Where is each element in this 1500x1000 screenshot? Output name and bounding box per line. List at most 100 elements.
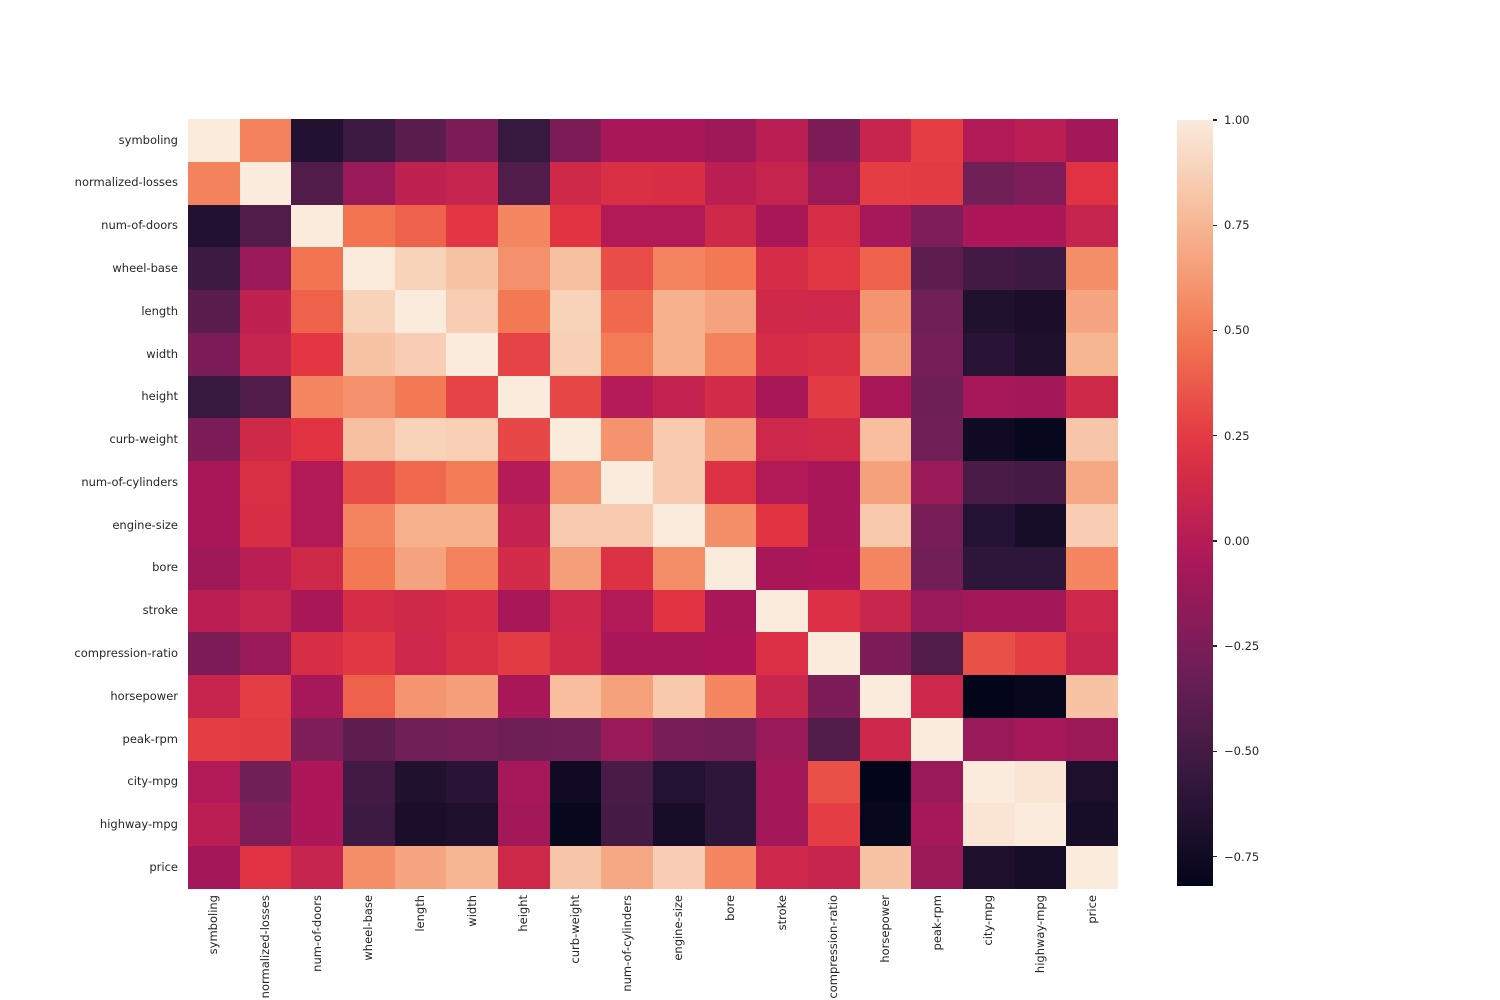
heatmap-cell-symboling-normalized-losses bbox=[239, 119, 292, 162]
y-tick-label-peak-rpm: peak-rpm bbox=[122, 731, 178, 746]
heatmap-cell-stroke-stroke bbox=[756, 589, 808, 633]
heatmap-cell-compression-ratio-curb-weight bbox=[549, 632, 602, 676]
heatmap-cell-stroke-curb-weight bbox=[549, 589, 602, 633]
heatmap-cell-num-of-doors-num-of-doors bbox=[291, 204, 343, 248]
heatmap-cell-width-compression-ratio bbox=[808, 332, 860, 376]
heatmap-cell-horsepower-horsepower bbox=[859, 675, 912, 718]
heatmap-cell-bore-symboling bbox=[188, 546, 240, 590]
heatmap-cell-stroke-width bbox=[446, 589, 498, 633]
colorbar-tick-mark bbox=[1213, 119, 1217, 121]
heatmap-cell-height-wheel-base bbox=[343, 375, 395, 419]
heatmap-cell-highway-mpg-num-of-doors bbox=[291, 803, 343, 847]
y-tick-label-bore: bore bbox=[152, 560, 178, 575]
heatmap-cell-peak-rpm-height bbox=[498, 717, 550, 761]
heatmap-cell-length-symboling bbox=[188, 290, 240, 333]
heatmap-cell-peak-rpm-curb-weight bbox=[549, 717, 602, 761]
heatmap-cell-stroke-price bbox=[1066, 589, 1118, 633]
y-tick-label-symboling: symboling bbox=[118, 132, 178, 147]
heatmap-cell-length-wheel-base bbox=[343, 290, 395, 333]
heatmap-cell-engine-size-price bbox=[1066, 504, 1118, 547]
heatmap-cell-wheel-base-price bbox=[1066, 247, 1118, 291]
heatmap-cell-engine-size-width bbox=[446, 504, 498, 547]
heatmap-cell-compression-ratio-highway-mpg bbox=[1014, 632, 1067, 676]
heatmap-cell-wheel-base-height bbox=[498, 247, 550, 291]
heatmap-cell-price-peak-rpm bbox=[911, 846, 963, 889]
heatmap-cell-engine-size-stroke bbox=[756, 504, 808, 547]
heatmap-cell-wheel-base-symboling bbox=[188, 247, 240, 291]
heatmap-cell-num-of-cylinders-num-of-cylinders bbox=[601, 461, 653, 504]
heatmap-cell-horsepower-length bbox=[394, 675, 447, 718]
y-tick-label-compression-ratio: compression-ratio bbox=[74, 646, 178, 661]
heatmap-cell-num-of-cylinders-width bbox=[446, 461, 498, 504]
heatmap-cell-stroke-symboling bbox=[188, 589, 240, 633]
heatmap-cell-city-mpg-city-mpg bbox=[963, 760, 1015, 804]
heatmap-cell-length-bore bbox=[704, 290, 757, 333]
heatmap-cell-length-price bbox=[1066, 290, 1118, 333]
heatmap-cell-num-of-doors-peak-rpm bbox=[911, 204, 963, 248]
heatmap-cell-symboling-num-of-cylinders bbox=[601, 119, 653, 162]
heatmap-cell-engine-size-city-mpg bbox=[963, 504, 1015, 547]
heatmap-cell-peak-rpm-compression-ratio bbox=[808, 717, 860, 761]
heatmap-cell-width-horsepower bbox=[859, 332, 912, 376]
heatmap-cell-length-curb-weight bbox=[549, 290, 602, 333]
heatmap-cell-length-engine-size bbox=[653, 290, 705, 333]
heatmap-cell-wheel-base-city-mpg bbox=[963, 247, 1015, 291]
y-tick-label-price: price bbox=[149, 859, 178, 874]
heatmap-cell-compression-ratio-normalized-losses bbox=[239, 632, 292, 676]
heatmap-cell-price-price bbox=[1066, 846, 1118, 889]
heatmap-cell-peak-rpm-num-of-doors bbox=[291, 717, 343, 761]
heatmap-cell-num-of-cylinders-price bbox=[1066, 461, 1118, 504]
heatmap-cell-horsepower-width bbox=[446, 675, 498, 718]
heatmap-cell-price-bore bbox=[704, 846, 757, 889]
heatmap-cell-price-curb-weight bbox=[549, 846, 602, 889]
x-tick-label-wheel-base: wheel-base bbox=[361, 895, 376, 961]
heatmap-cell-city-mpg-highway-mpg bbox=[1014, 760, 1067, 804]
x-tick-label-num-of-cylinders: num-of-cylinders bbox=[619, 895, 634, 992]
heatmap-cell-engine-size-height bbox=[498, 504, 550, 547]
heatmap-cell-bore-stroke bbox=[756, 546, 808, 590]
heatmap-cell-height-city-mpg bbox=[963, 375, 1015, 419]
heatmap-cell-normalized-losses-engine-size bbox=[653, 161, 705, 205]
heatmap-cell-num-of-doors-bore bbox=[704, 204, 757, 248]
x-tick-label-normalized-losses: normalized-losses bbox=[258, 895, 272, 999]
heatmap-cell-wheel-base-width bbox=[446, 247, 498, 291]
heatmap-cell-width-symboling bbox=[188, 332, 240, 376]
heatmap-cell-num-of-cylinders-normalized-losses bbox=[239, 461, 292, 504]
heatmap-cell-symboling-symboling bbox=[188, 119, 240, 162]
x-tick-label-peak-rpm: peak-rpm bbox=[929, 895, 944, 951]
heatmap-cell-highway-mpg-normalized-losses bbox=[239, 803, 292, 847]
y-tick-label-normalized-losses: normalized-losses bbox=[74, 175, 178, 190]
heatmap-cell-num-of-doors-highway-mpg bbox=[1014, 204, 1067, 248]
colorbar-tick-mark bbox=[1213, 329, 1217, 332]
heatmap-cell-wheel-base-highway-mpg bbox=[1014, 247, 1067, 291]
heatmap-cell-peak-rpm-length bbox=[394, 717, 447, 761]
heatmap-cell-symboling-city-mpg bbox=[963, 119, 1015, 162]
heatmap-cell-highway-mpg-horsepower bbox=[859, 803, 912, 847]
heatmap-cell-wheel-base-compression-ratio bbox=[808, 247, 860, 291]
heatmap-cell-num-of-doors-price bbox=[1066, 204, 1118, 248]
colorbar-tick-mark bbox=[1213, 855, 1217, 858]
heatmap-cell-peak-rpm-normalized-losses bbox=[239, 717, 292, 761]
x-tick-label-num-of-doors: num-of-doors bbox=[309, 895, 324, 972]
heatmap-cell-horsepower-curb-weight bbox=[549, 675, 602, 718]
heatmap-cell-peak-rpm-city-mpg bbox=[963, 717, 1015, 761]
heatmap-cell-engine-size-compression-ratio bbox=[808, 504, 860, 547]
heatmap-cell-engine-size-bore bbox=[704, 504, 757, 547]
x-axis-tick-labels: symboling normalized-losses num-of-doors wh… bbox=[188, 895, 1118, 1000]
heatmap-cell-compression-ratio-num-of-cylinders bbox=[601, 632, 653, 676]
heatmap-cell-symboling-num-of-doors bbox=[291, 119, 343, 162]
heatmap-cell-price-stroke bbox=[756, 846, 808, 889]
heatmap-cell-stroke-compression-ratio bbox=[808, 589, 860, 633]
heatmap-cell-highway-mpg-bore bbox=[704, 803, 757, 847]
heatmap-cell-compression-ratio-wheel-base bbox=[343, 632, 395, 676]
heatmap-cell-normalized-losses-num-of-doors bbox=[291, 161, 343, 205]
heatmap-cell-stroke-length bbox=[394, 589, 447, 633]
heatmap-cell-num-of-doors-wheel-base bbox=[343, 204, 395, 248]
heatmap-cell-price-width bbox=[446, 846, 498, 889]
heatmap-cell-horsepower-price bbox=[1066, 675, 1118, 718]
heatmap-cell-bore-num-of-cylinders bbox=[601, 546, 653, 590]
heatmap-cell-wheel-base-curb-weight bbox=[549, 247, 602, 291]
x-tick-label-highway-mpg: highway-mpg bbox=[1033, 895, 1047, 974]
heatmap-cell-wheel-base-normalized-losses bbox=[239, 247, 292, 291]
